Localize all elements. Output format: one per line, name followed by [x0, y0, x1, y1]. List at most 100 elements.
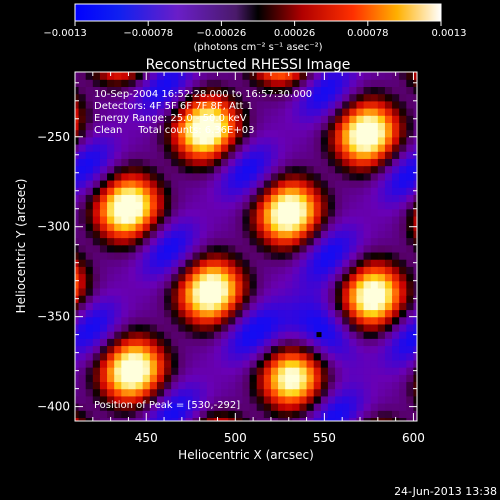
heatmap-cell	[107, 410, 115, 419]
heatmap-cell	[171, 295, 179, 303]
heatmap-cell	[192, 201, 201, 210]
heatmap-cell	[349, 323, 358, 332]
annotations: 10-Sep-2004 16:52:28.000 to 16:57:30.000…	[94, 89, 312, 411]
heatmap-cell	[270, 107, 279, 116]
heatmap-cell	[213, 403, 222, 411]
heatmap-cell	[377, 403, 386, 411]
heatmap-cell	[313, 172, 322, 181]
heatmap-cell	[363, 201, 372, 210]
heatmap-cell	[392, 367, 400, 375]
heatmap-cell	[327, 172, 336, 181]
heatmap-cell	[164, 410, 172, 419]
heatmap-cell	[335, 251, 343, 260]
x-tick-label: 600	[402, 431, 425, 445]
heatmap-cell	[413, 410, 417, 419]
heatmap-cell	[306, 122, 315, 131]
heatmap-cell	[306, 323, 315, 332]
heatmap-cell	[249, 266, 258, 275]
heatmap-cell	[270, 273, 279, 282]
heatmap-cell	[128, 143, 137, 152]
heatmap-cell	[285, 244, 293, 253]
heatmap-cell	[121, 280, 130, 289]
y-axis-tick-labels: −250−300−350−400	[37, 130, 70, 414]
heatmap-cell	[121, 352, 130, 361]
heatmap-cell	[228, 187, 236, 195]
heatmap-cell	[384, 395, 393, 404]
heatmap-cell	[356, 266, 365, 275]
heatmap-cell	[406, 230, 415, 239]
heatmap-cell	[384, 201, 393, 210]
heatmap-cell	[171, 129, 179, 138]
heatmap-cell	[356, 237, 365, 246]
heatmap-cell	[249, 201, 258, 210]
heatmap-cell	[384, 417, 393, 421]
heatmap-cell	[285, 215, 293, 224]
heatmap-cell	[349, 403, 358, 411]
heatmap-cell	[356, 129, 365, 138]
heatmap-cell	[185, 79, 194, 87]
heatmap-cell	[114, 374, 122, 383]
heatmap-cell	[292, 165, 301, 174]
heatmap-cell	[92, 143, 101, 152]
heatmap-cell	[128, 374, 137, 383]
heatmap-cell	[242, 122, 251, 131]
heatmap-cell	[128, 230, 137, 239]
heatmap-cell	[399, 417, 407, 421]
heatmap-cell	[356, 136, 365, 145]
heatmap-cell	[164, 381, 172, 390]
heatmap-cell	[142, 273, 151, 282]
heatmap-cell	[327, 158, 336, 167]
heatmap-cell	[228, 323, 236, 332]
heatmap-cell	[242, 129, 251, 138]
heatmap-cell	[221, 129, 229, 138]
heatmap-cell	[135, 244, 144, 253]
heatmap-cell	[406, 115, 415, 123]
heatmap-cell	[370, 374, 379, 383]
heatmap-cell	[128, 179, 137, 188]
heatmap-cell	[384, 367, 393, 375]
heatmap-cell	[78, 302, 87, 311]
heatmap-cell	[363, 93, 372, 102]
heatmap-cell	[135, 331, 144, 339]
heatmap-cell	[342, 316, 350, 325]
heatmap-cell	[221, 107, 229, 116]
heatmap-cell	[164, 187, 172, 195]
heatmap-cell	[270, 410, 279, 419]
heatmap-cell	[99, 295, 108, 303]
heatmap-cell	[114, 244, 122, 253]
heatmap-cell	[213, 100, 222, 109]
heatmap-cell	[199, 395, 208, 404]
heatmap-cell	[285, 107, 293, 116]
heatmap-cell	[135, 251, 144, 260]
heatmap-cell	[285, 266, 293, 275]
heatmap-cell	[320, 194, 329, 203]
heatmap-cell	[327, 72, 336, 80]
heatmap-cell	[270, 381, 279, 390]
heatmap-cell	[285, 158, 293, 167]
heatmap-cell	[263, 259, 272, 267]
heatmap-cell	[128, 100, 137, 109]
heatmap-cell	[121, 381, 130, 390]
heatmap-cell	[327, 266, 336, 275]
heatmap-cell	[99, 266, 108, 275]
heatmap-cell	[256, 122, 265, 131]
heatmap-cell	[185, 151, 194, 159]
heatmap-cell	[213, 93, 222, 102]
heatmap-cell	[135, 266, 144, 275]
heatmap-cell	[178, 151, 187, 159]
heatmap-cell	[128, 215, 137, 224]
heatmap-cell	[228, 251, 236, 260]
heatmap-cell	[142, 86, 151, 95]
heatmap-cell	[92, 316, 101, 325]
heatmap-cell	[342, 395, 350, 404]
heatmap-cell	[285, 143, 293, 152]
heatmap-cell	[206, 237, 215, 246]
heatmap-cell	[285, 395, 293, 404]
heatmap-cell	[171, 122, 179, 131]
heatmap-cell	[384, 187, 393, 195]
heatmap-cell	[213, 280, 222, 289]
heatmap-cell	[221, 151, 229, 159]
heatmap-cell	[285, 230, 293, 239]
heatmap-cell	[221, 331, 229, 339]
heatmap-cell	[349, 136, 358, 145]
